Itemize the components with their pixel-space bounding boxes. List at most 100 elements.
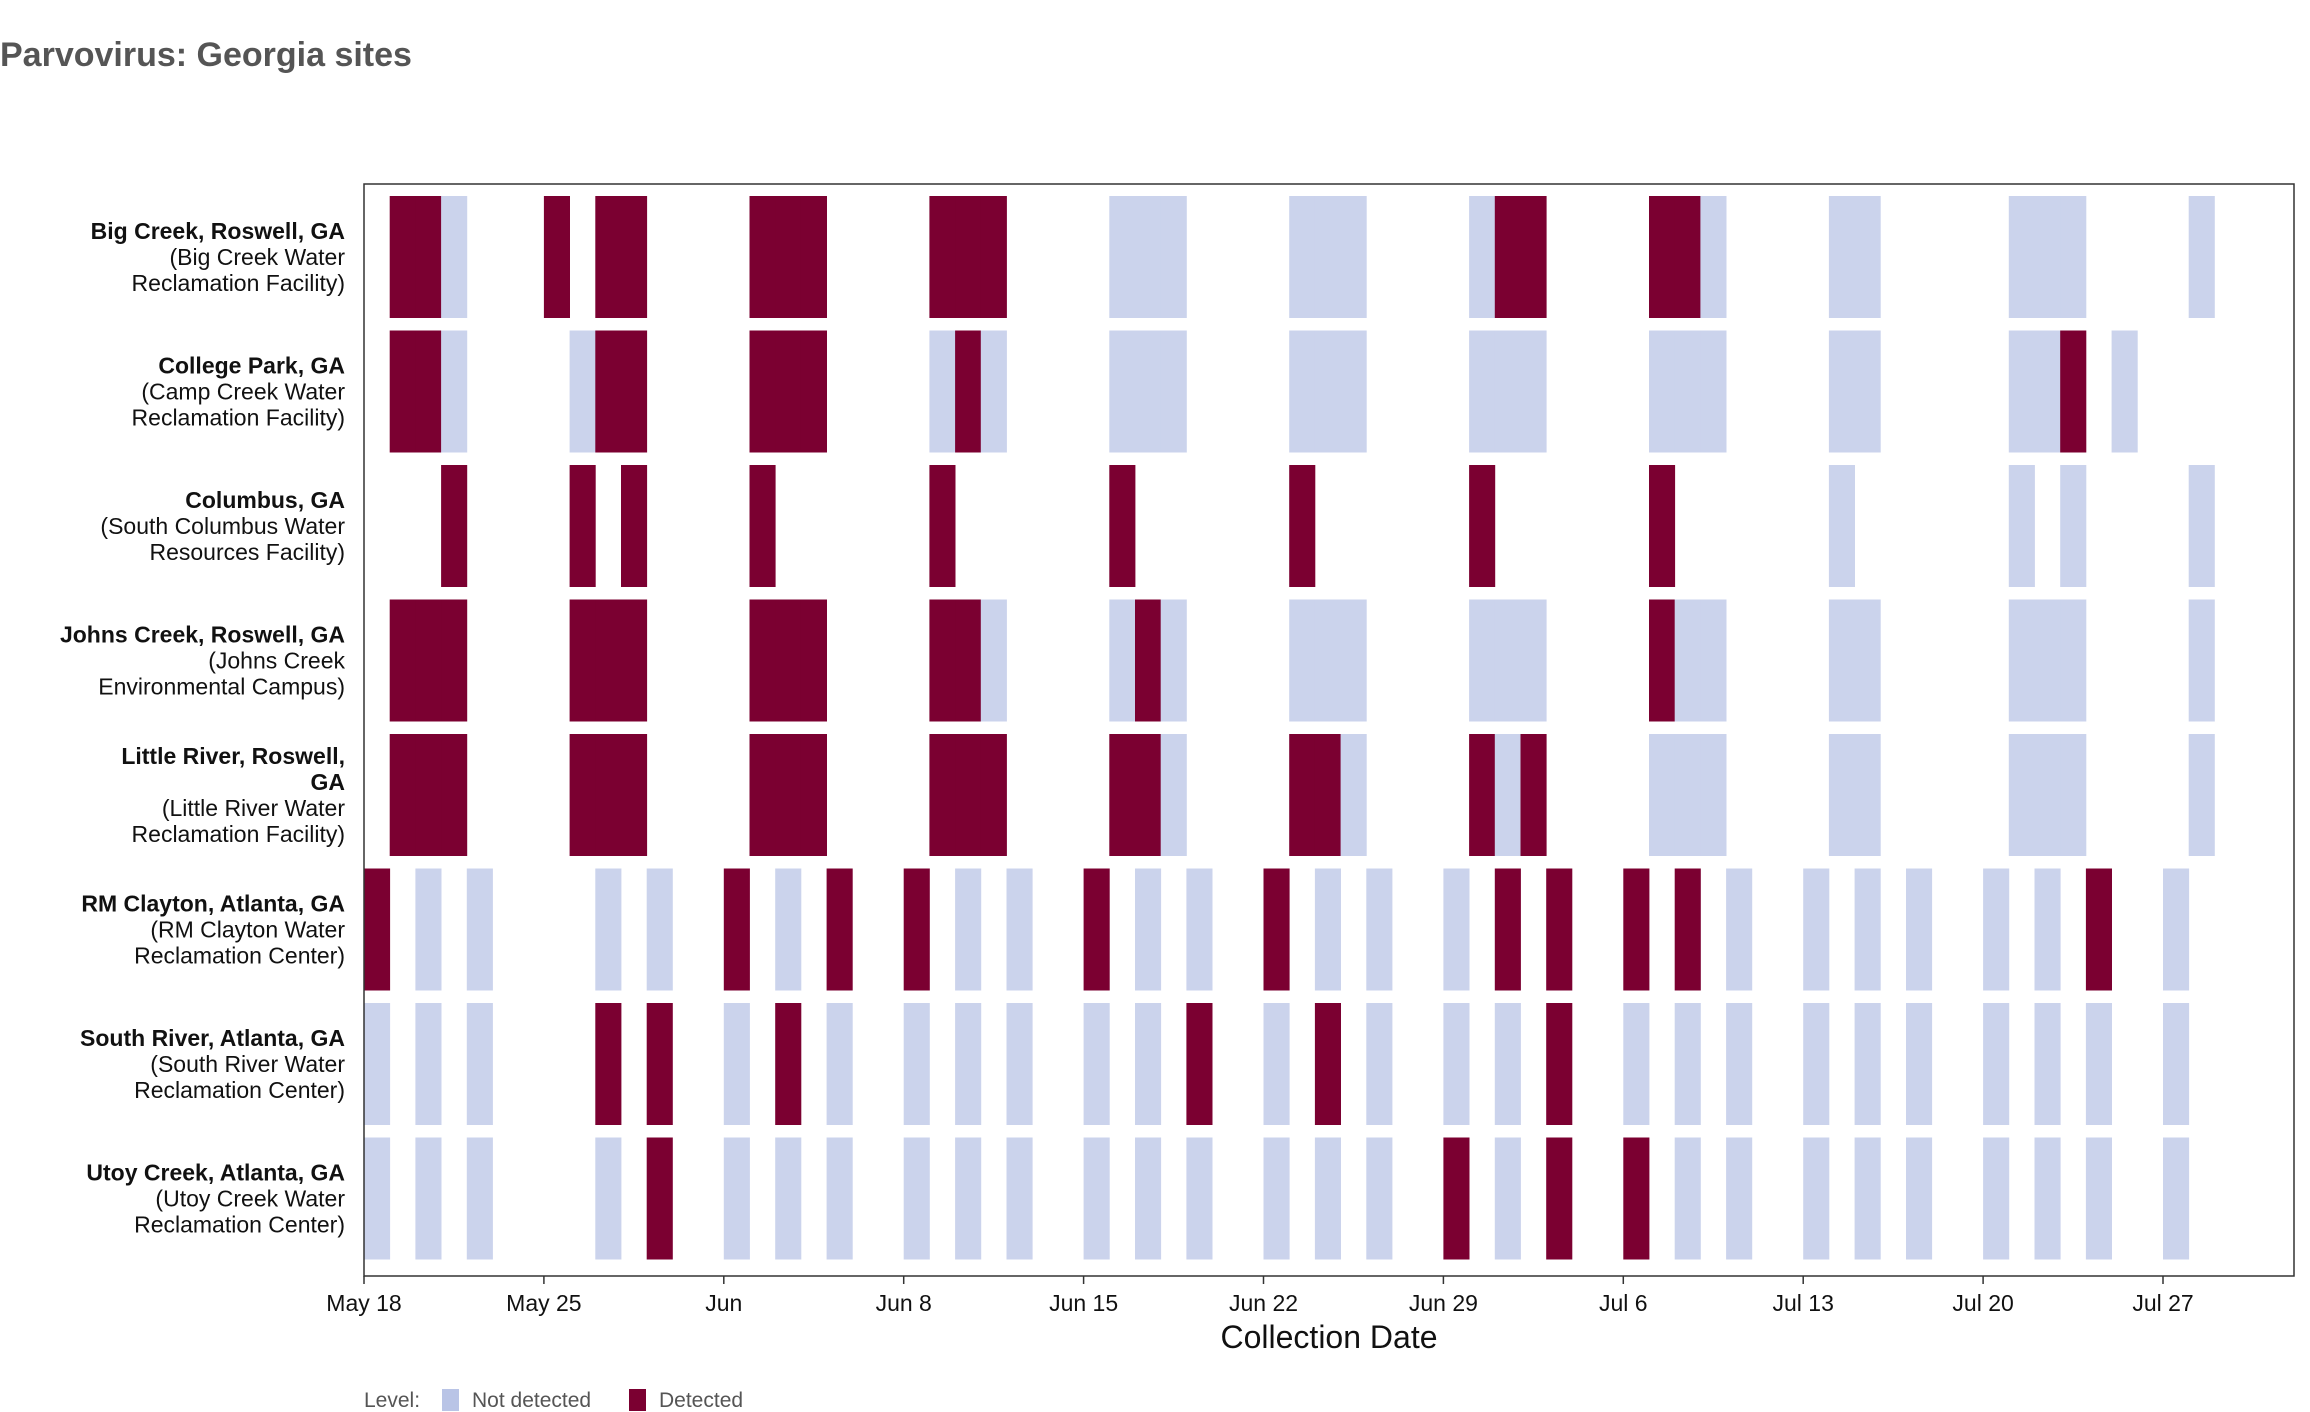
cell-not-detected	[2034, 196, 2061, 318]
cell-detected	[1520, 196, 1547, 318]
cell-detected	[2060, 330, 2087, 453]
cell-not-detected	[2188, 196, 2215, 318]
cell-not-detected	[1083, 1137, 1110, 1260]
cell-not-detected	[2008, 599, 2035, 722]
cell-not-detected	[1469, 196, 1496, 318]
cell-not-detected	[595, 1137, 622, 1260]
site-name-label: Johns Creek, Roswell, GA	[60, 622, 345, 648]
row-label: Johns Creek, Roswell, GA(Johns CreekEnvi…	[60, 622, 346, 700]
cell-detected	[800, 599, 827, 722]
cell-not-detected	[1906, 1137, 1933, 1260]
cell-not-detected	[1494, 1003, 1521, 1125]
cell-not-detected	[1520, 330, 1547, 453]
cell-not-detected	[1135, 1003, 1162, 1125]
cell-not-detected	[2060, 196, 2087, 318]
cell-not-detected	[955, 868, 982, 991]
cell-detected	[569, 734, 596, 856]
facility-label: Resources Facility)	[149, 539, 345, 565]
cell-detected	[595, 734, 622, 856]
cell-not-detected	[1160, 599, 1187, 722]
site-name-label: Big Creek, Roswell, GA	[91, 218, 345, 244]
x-tick-label: Jun 15	[1049, 1290, 1118, 1316]
site-name-label: South River, Atlanta, GA	[80, 1025, 345, 1051]
cell-not-detected	[1469, 330, 1496, 453]
cell-not-detected	[1314, 1137, 1341, 1260]
cell-detected	[621, 465, 648, 587]
cell-detected	[569, 599, 596, 722]
cell-detected	[800, 196, 827, 318]
cell-not-detected	[466, 868, 493, 991]
cell-detected	[1263, 868, 1290, 991]
cell-not-detected	[2034, 330, 2061, 453]
cell-detected	[800, 734, 827, 856]
cell-not-detected	[1726, 1003, 1753, 1125]
cell-detected	[1135, 599, 1162, 722]
cell-not-detected	[1443, 868, 1470, 991]
x-axis: May 18 May 25 Jun Jun 8 Jun 15 Jun 22 Jun 29 Ju…	[326, 1276, 2194, 1316]
cell-detected	[775, 196, 802, 318]
cell-not-detected	[1135, 196, 1162, 318]
cell-not-detected	[441, 330, 468, 453]
cell-not-detected	[955, 1137, 982, 1260]
cell-detected	[749, 465, 776, 587]
cell-detected	[1623, 868, 1650, 991]
cell-not-detected	[1366, 1137, 1393, 1260]
cell-not-detected	[1340, 734, 1367, 856]
cell-not-detected	[2034, 734, 2061, 856]
cell-detected	[1289, 734, 1316, 856]
cell-not-detected	[1340, 196, 1367, 318]
cell-not-detected	[2060, 465, 2087, 587]
facility-label: Reclamation Facility)	[132, 821, 345, 847]
cell-not-detected	[2008, 330, 2035, 453]
facility-label: (RM Clayton Water	[150, 917, 345, 943]
x-tick-label: May 25	[506, 1290, 581, 1316]
cell-not-detected	[1700, 734, 1727, 856]
cell-not-detected	[1469, 599, 1496, 722]
cell-not-detected	[1700, 599, 1727, 722]
cell-detected	[955, 599, 982, 722]
cell-detected	[826, 868, 853, 991]
facility-label: (Utoy Creek Water	[155, 1186, 345, 1212]
cell-detected	[775, 330, 802, 453]
facility-label: Reclamation Center)	[134, 1212, 345, 1238]
cell-detected	[543, 196, 570, 318]
cell-not-detected	[1314, 868, 1341, 991]
cell-not-detected	[1649, 734, 1676, 856]
x-tick-label: Jul 20	[1952, 1290, 2013, 1316]
cell-detected	[955, 196, 982, 318]
cell-detected	[646, 1137, 673, 1260]
cell-not-detected	[1854, 1137, 1881, 1260]
cell-not-detected	[466, 1137, 493, 1260]
cell-detected	[621, 734, 648, 856]
cell-not-detected	[980, 599, 1007, 722]
cell-not-detected	[1828, 465, 1855, 587]
cell-detected	[1494, 196, 1521, 318]
cell-not-detected	[1700, 196, 1727, 318]
cell-not-detected	[1366, 1003, 1393, 1125]
cell-not-detected	[955, 1003, 982, 1125]
cell-not-detected	[1854, 1003, 1881, 1125]
site-name-label: Utoy Creek, Atlanta, GA	[86, 1160, 345, 1186]
cell-detected	[569, 465, 596, 587]
cell-detected	[1314, 1003, 1341, 1125]
cell-not-detected	[929, 330, 956, 453]
cell-not-detected	[2188, 734, 2215, 856]
cell-detected	[621, 330, 648, 453]
x-tick-label: Jul 6	[1599, 1290, 1648, 1316]
cell-detected	[621, 599, 648, 722]
cell-detected	[595, 330, 622, 453]
cell-not-detected	[1135, 330, 1162, 453]
row-label: Little River, Roswell,GA(Little River Wa…	[121, 743, 345, 847]
cell-detected	[1494, 868, 1521, 991]
row-label: Utoy Creek, Atlanta, GA(Utoy Creek Water…	[86, 1160, 345, 1238]
cell-not-detected	[2085, 1003, 2112, 1125]
cell-not-detected	[1803, 1137, 1830, 1260]
cell-detected	[749, 330, 776, 453]
cell-not-detected	[1340, 599, 1367, 722]
cell-detected	[955, 330, 982, 453]
cell-not-detected	[2034, 1137, 2061, 1260]
cell-not-detected	[415, 1003, 442, 1125]
cell-detected	[929, 599, 956, 722]
cell-not-detected	[1906, 1003, 1933, 1125]
